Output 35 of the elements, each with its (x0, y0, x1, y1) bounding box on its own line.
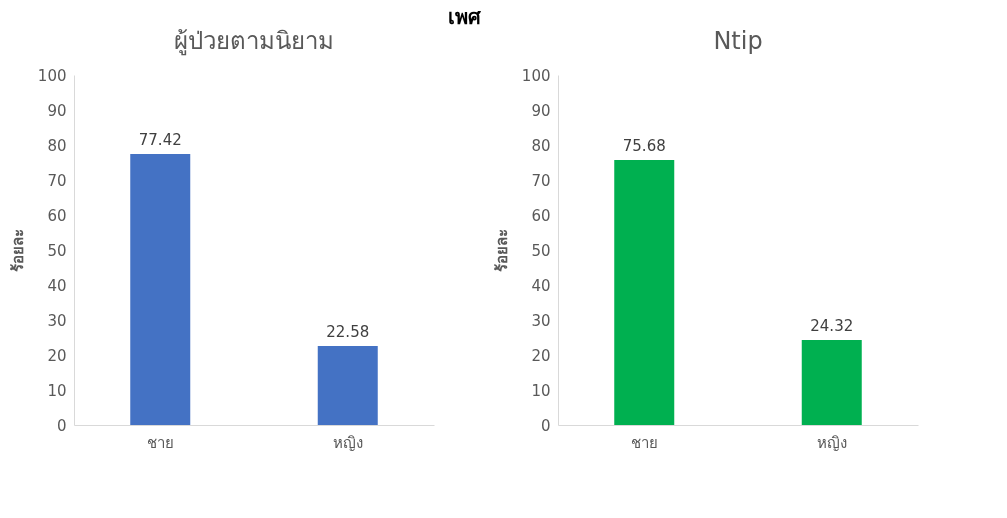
y-tick-label: 90 (47, 101, 67, 120)
data-label: 24.32 (810, 316, 854, 335)
text: เพศ (447, 5, 482, 29)
y-tick-label: 100 (37, 66, 67, 85)
chart-title: ผู้ป่วยตามนิยาม (174, 27, 334, 56)
y-tick-label: 100 (521, 66, 551, 85)
y-axis-title: ร้อยละ (8, 229, 27, 272)
y-axis-title: ร้อยละ (492, 229, 511, 272)
y-tick-label: 90 (531, 101, 551, 120)
data-label: 22.58 (326, 322, 370, 341)
y-tick-label: 10 (47, 381, 67, 400)
data-label: 77.42 (138, 131, 182, 150)
y-tick-label: 70 (531, 171, 551, 190)
y-tick-label: 80 (47, 136, 67, 155)
x-tick-label: หญิง (816, 433, 847, 452)
chart-title: Ntip (713, 27, 763, 55)
x-tick-label: หญิง (332, 433, 363, 452)
y-tick-label: 40 (47, 276, 67, 295)
x-tick-label: ชาย (630, 433, 658, 452)
y-tick-label: 30 (47, 311, 67, 330)
x-tick-label: ชาย (146, 433, 174, 452)
y-tick-label: 0 (56, 416, 67, 435)
y-tick-label: 0 (540, 416, 551, 435)
data-label: 75.68 (622, 137, 666, 156)
y-tick-label: 50 (531, 241, 551, 260)
y-tick-label: 10 (531, 381, 551, 400)
y-tick-label: 60 (531, 206, 551, 225)
y-tick-label: 60 (47, 206, 67, 225)
y-tick-label: 70 (47, 171, 67, 190)
y-tick-label: 50 (47, 241, 67, 260)
y-tick-label: 30 (531, 311, 551, 330)
y-tick-label: 40 (531, 276, 551, 295)
y-tick-label: 80 (531, 136, 551, 155)
y-tick-label: 20 (531, 346, 551, 365)
y-tick-label: 20 (47, 346, 67, 365)
